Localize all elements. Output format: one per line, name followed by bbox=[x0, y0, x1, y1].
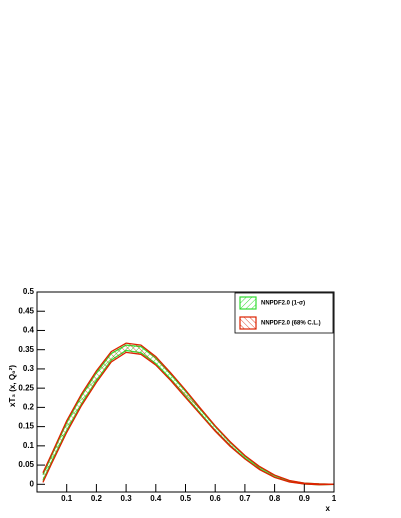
y-tick-label: 0.45 bbox=[18, 306, 34, 315]
y-axis-label: xT₃ (x, Q₀²) bbox=[8, 365, 17, 407]
legend-label: NNPDF2.0 (68% C.L.) bbox=[261, 321, 321, 327]
band-edge bbox=[42, 342, 335, 485]
x-tick-label: 0.1 bbox=[61, 494, 73, 503]
x-tick-label: 0.3 bbox=[121, 494, 133, 503]
y-tick-label: 0.4 bbox=[23, 326, 35, 335]
y-tick-label: 0.05 bbox=[18, 460, 34, 469]
legend-swatch bbox=[239, 296, 257, 310]
x-tick-label: 0.7 bbox=[239, 494, 251, 503]
x-tick-label: 0.8 bbox=[269, 494, 281, 503]
y-tick-label: 0.1 bbox=[23, 441, 35, 450]
x-tick-label: 0.9 bbox=[299, 494, 311, 503]
y-tick-label: 0 bbox=[30, 479, 35, 488]
y-tick-label: 0.35 bbox=[18, 345, 34, 354]
x-axis-label: x bbox=[326, 504, 331, 513]
y-tick-label: 0.2 bbox=[23, 402, 35, 411]
y-tick-label: 0.15 bbox=[18, 422, 34, 431]
x-tick-label: 0.6 bbox=[210, 494, 222, 503]
x-tick-label: 1 bbox=[332, 494, 337, 503]
y-tick-label: 0.25 bbox=[18, 383, 34, 392]
band-fill bbox=[42, 345, 334, 485]
band-edge bbox=[42, 351, 335, 486]
x-tick-label: 0.4 bbox=[150, 494, 162, 503]
legend-label: NNPDF2.0 (1-σ) bbox=[261, 301, 305, 307]
x-tick-label: 0.5 bbox=[180, 494, 192, 503]
x-tick-label: 0.2 bbox=[91, 494, 103, 503]
y-tick-label: 0.5 bbox=[23, 287, 35, 296]
y-tick-label: 0.3 bbox=[23, 364, 35, 373]
band-edge bbox=[42, 349, 335, 486]
legend-swatch bbox=[239, 316, 257, 330]
band-fill bbox=[42, 343, 334, 485]
band-edge bbox=[42, 344, 335, 485]
